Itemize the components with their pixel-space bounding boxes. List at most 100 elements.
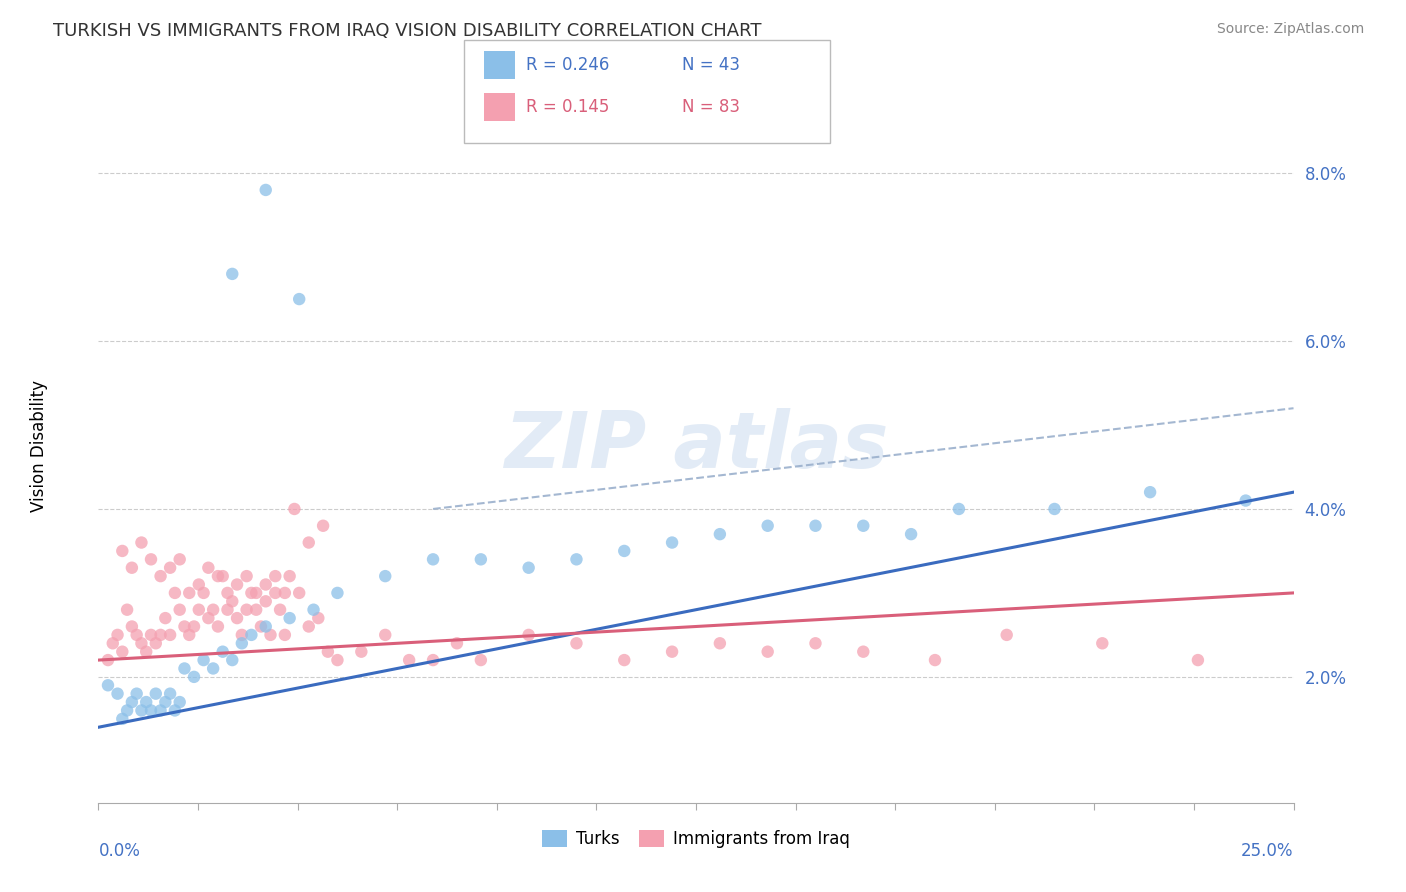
Point: [159, 687, 181, 701]
Point: [517, 560, 540, 574]
Point: [131, 535, 153, 549]
Point: [101, 636, 124, 650]
Point: [173, 661, 195, 675]
Point: [207, 619, 229, 633]
Point: [470, 552, 492, 566]
Point: [288, 586, 311, 600]
Point: [470, 653, 492, 667]
Point: [115, 703, 138, 717]
Point: [1091, 636, 1114, 650]
Text: TURKISH VS IMMIGRANTS FROM IRAQ VISION DISABILITY CORRELATION CHART: TURKISH VS IMMIGRANTS FROM IRAQ VISION D…: [53, 22, 762, 40]
Point: [97, 653, 120, 667]
Point: [111, 544, 134, 558]
Point: [756, 645, 779, 659]
Point: [169, 552, 191, 566]
Text: ZIP atlas: ZIP atlas: [503, 408, 889, 484]
Point: [145, 687, 167, 701]
Point: [804, 518, 827, 533]
Point: [274, 628, 297, 642]
Point: [565, 636, 588, 650]
Point: [97, 678, 120, 692]
Point: [202, 603, 225, 617]
Point: [312, 518, 335, 533]
Point: [139, 552, 162, 566]
Text: R = 0.246: R = 0.246: [526, 56, 609, 74]
Point: [446, 636, 468, 650]
Point: [149, 569, 172, 583]
Point: [131, 636, 153, 650]
Point: [202, 661, 225, 675]
Point: [240, 586, 263, 600]
Point: [211, 569, 233, 583]
Point: [254, 183, 277, 197]
Point: [231, 636, 253, 650]
Point: [169, 695, 191, 709]
Point: [374, 628, 396, 642]
Point: [278, 569, 301, 583]
Point: [374, 569, 396, 583]
Point: [565, 552, 588, 566]
Text: N = 83: N = 83: [682, 98, 740, 116]
Text: 0.0%: 0.0%: [98, 842, 141, 860]
Point: [1139, 485, 1161, 500]
Point: [145, 636, 167, 650]
Point: [226, 577, 249, 591]
Point: [207, 569, 229, 583]
Point: [613, 544, 636, 558]
Point: [326, 653, 349, 667]
Point: [193, 653, 215, 667]
Point: [187, 577, 209, 591]
Point: [179, 628, 201, 642]
Point: [709, 636, 731, 650]
Point: [115, 603, 138, 617]
Point: [121, 560, 143, 574]
Point: [995, 628, 1018, 642]
Text: Vision Disability: Vision Disability: [30, 380, 48, 512]
Text: R = 0.145: R = 0.145: [526, 98, 609, 116]
Point: [226, 611, 249, 625]
Point: [398, 653, 420, 667]
Point: [302, 603, 325, 617]
Point: [948, 502, 970, 516]
Point: [756, 518, 779, 533]
Point: [1043, 502, 1066, 516]
Point: [278, 611, 301, 625]
Point: [245, 603, 267, 617]
Point: [661, 535, 683, 549]
Point: [240, 628, 263, 642]
Point: [163, 703, 186, 717]
Point: [121, 619, 143, 633]
Point: [804, 636, 827, 650]
Point: [187, 603, 209, 617]
Point: [197, 560, 219, 574]
Point: [852, 518, 875, 533]
Point: [125, 687, 148, 701]
Point: [254, 577, 277, 591]
Point: [111, 712, 134, 726]
Point: [298, 619, 321, 633]
Point: [131, 703, 153, 717]
Point: [350, 645, 373, 659]
Point: [259, 628, 281, 642]
Point: [517, 628, 540, 642]
Point: [193, 586, 215, 600]
Point: [900, 527, 922, 541]
Point: [139, 628, 162, 642]
Point: [107, 687, 129, 701]
Point: [163, 586, 186, 600]
Point: [179, 586, 201, 600]
Point: [316, 645, 339, 659]
Point: [149, 628, 172, 642]
Point: [422, 653, 444, 667]
Point: [288, 292, 311, 306]
Point: [661, 645, 683, 659]
Point: [264, 586, 287, 600]
Point: [307, 611, 329, 625]
Point: [221, 267, 243, 281]
Point: [283, 502, 305, 516]
Text: Source: ZipAtlas.com: Source: ZipAtlas.com: [1216, 22, 1364, 37]
Point: [121, 695, 143, 709]
Point: [235, 569, 257, 583]
Point: [254, 619, 277, 633]
Point: [125, 628, 148, 642]
